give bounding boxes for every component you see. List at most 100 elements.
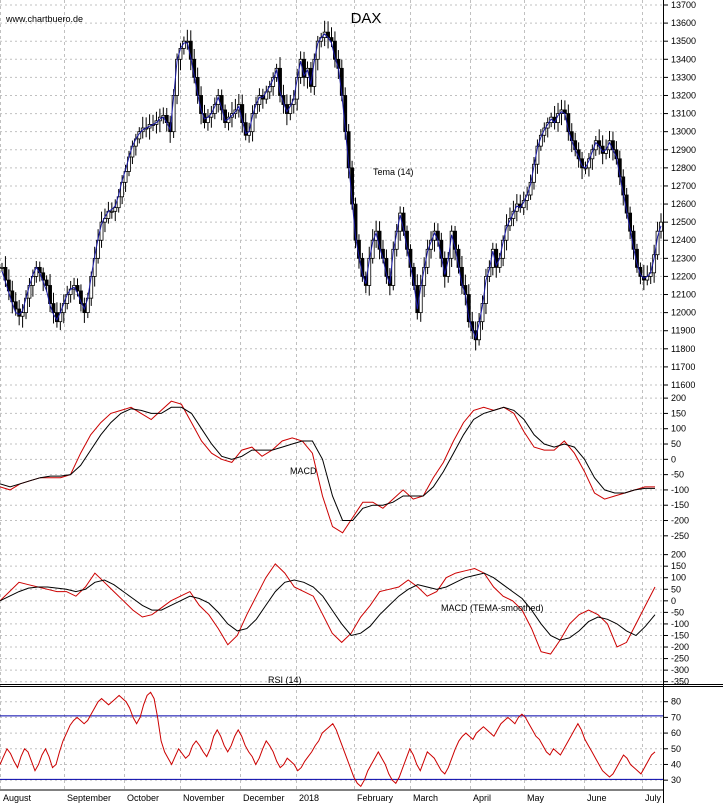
- y-tick-label: 12500: [671, 217, 696, 227]
- y-tick-label: -250: [671, 654, 689, 664]
- candle-body: [3, 266, 8, 281]
- y-tick-label: 13300: [671, 72, 696, 82]
- y-tick-label: 12000: [671, 308, 696, 318]
- candle-body: [329, 37, 334, 42]
- candle-body: [508, 218, 512, 227]
- y-tick-label: 11600: [671, 380, 695, 390]
- tema-line: [1, 33, 662, 340]
- macd-tema-label: MACD (TEMA-smoothed): [441, 603, 544, 613]
- macd-macd-line: [0, 400, 655, 534]
- y-tick-label: -100: [671, 485, 689, 495]
- x-tick-label: July: [645, 793, 662, 803]
- y-tick-label: -350: [671, 677, 689, 687]
- candle-body: [20, 312, 25, 317]
- candle-body: [545, 122, 550, 129]
- y-tick-label: 60: [671, 728, 681, 738]
- y-tick-label: 50: [671, 584, 681, 594]
- y-tick-label: 12300: [671, 253, 696, 263]
- grid: [0, 0, 663, 790]
- candle-body: [10, 290, 15, 303]
- y-tick-label: -150: [671, 630, 689, 640]
- y-tick-label: 12900: [671, 145, 696, 155]
- macd_tema-macd-line: [0, 563, 656, 655]
- candle-body: [511, 210, 516, 219]
- x-tick-label: May: [527, 793, 545, 803]
- candle-body: [470, 321, 475, 332]
- y-tick-label: 50: [671, 744, 681, 754]
- y-tick-label: 70: [671, 712, 681, 722]
- x-tick-label: June: [587, 793, 607, 803]
- y-tick-label: -50: [671, 607, 684, 617]
- y-tick-label: 13400: [671, 54, 696, 64]
- y-tick-label: 150: [671, 408, 686, 418]
- y-tick-label: 0: [671, 596, 676, 606]
- x-tick-label: February: [357, 793, 394, 803]
- y-tick-label: 12400: [671, 235, 696, 245]
- y-tick-label: 12700: [671, 181, 696, 191]
- x-tick-label: 2018: [299, 793, 319, 803]
- candle-body: [51, 303, 56, 314]
- y-tick-label: -200: [671, 516, 689, 526]
- y-tick-label: 11900: [671, 326, 695, 336]
- y-tick-label: 200: [671, 550, 686, 560]
- y-tick-label: -250: [671, 531, 689, 541]
- candle-body: [109, 210, 114, 213]
- y-tick-label: 150: [671, 561, 686, 571]
- y-tick-label: -200: [671, 642, 689, 652]
- x-tick-label: November: [183, 793, 225, 803]
- y-tick-label: 100: [671, 573, 686, 583]
- x-tick-label: December: [243, 793, 285, 803]
- series: [0, 20, 663, 788]
- x-tick-label: September: [67, 793, 111, 803]
- watermark: www.chartbuero.de: [5, 14, 83, 24]
- candle-body: [113, 207, 118, 212]
- y-tick-label: -50: [671, 470, 684, 480]
- y-tick-label: 13700: [671, 0, 696, 10]
- y-tick-label: 13000: [671, 127, 696, 137]
- axis-labels: August September October November December 20…: [3, 0, 696, 803]
- x-tick-label: April: [473, 793, 491, 803]
- y-tick-label: 12800: [671, 163, 696, 173]
- y-tick-label: 13200: [671, 90, 696, 100]
- rsi-rsi-14--line: [0, 691, 656, 788]
- chart-title: DAX: [351, 10, 382, 27]
- y-tick-label: 30: [671, 775, 681, 785]
- rsi-label: RSI (14): [268, 675, 302, 685]
- candle-body: [6, 279, 11, 292]
- y-tick-label: -300: [671, 665, 689, 675]
- candle-body: [123, 171, 128, 183]
- x-tick-label: March: [413, 793, 438, 803]
- candle-body: [0, 266, 4, 269]
- macd-signal-line: [0, 406, 655, 521]
- y-tick-label: 13100: [671, 109, 696, 119]
- candle-body: [542, 127, 547, 136]
- y-tick-label: 0: [671, 454, 676, 464]
- candle-body: [75, 285, 80, 292]
- candle-body: [655, 230, 660, 256]
- candle-body: [185, 40, 190, 43]
- y-tick-label: 13500: [671, 36, 696, 46]
- y-tick-label: -100: [671, 619, 689, 629]
- y-tick-label: 11800: [671, 344, 695, 354]
- y-tick-label: 13600: [671, 18, 696, 28]
- y-tick-label: 100: [671, 424, 686, 434]
- macd-label: MACD: [290, 466, 317, 476]
- candle-body: [281, 95, 286, 105]
- y-tick-label: 80: [671, 697, 681, 707]
- y-tick-label: 12600: [671, 199, 696, 209]
- candle-body: [638, 266, 643, 277]
- candle-body: [116, 196, 121, 209]
- y-tick-label: 40: [671, 759, 681, 769]
- candle-body: [514, 203, 519, 212]
- tema-label: Tema (14): [373, 167, 414, 177]
- x-tick-label: August: [3, 793, 32, 803]
- x-tick-label: October: [127, 793, 159, 803]
- y-tick-label: 11700: [671, 362, 695, 372]
- candle-body: [44, 279, 49, 286]
- y-tick-label: 200: [671, 393, 686, 403]
- y-tick-label: 12200: [671, 271, 696, 281]
- candle-body: [13, 301, 18, 310]
- y-tick-label: 12100: [671, 290, 696, 300]
